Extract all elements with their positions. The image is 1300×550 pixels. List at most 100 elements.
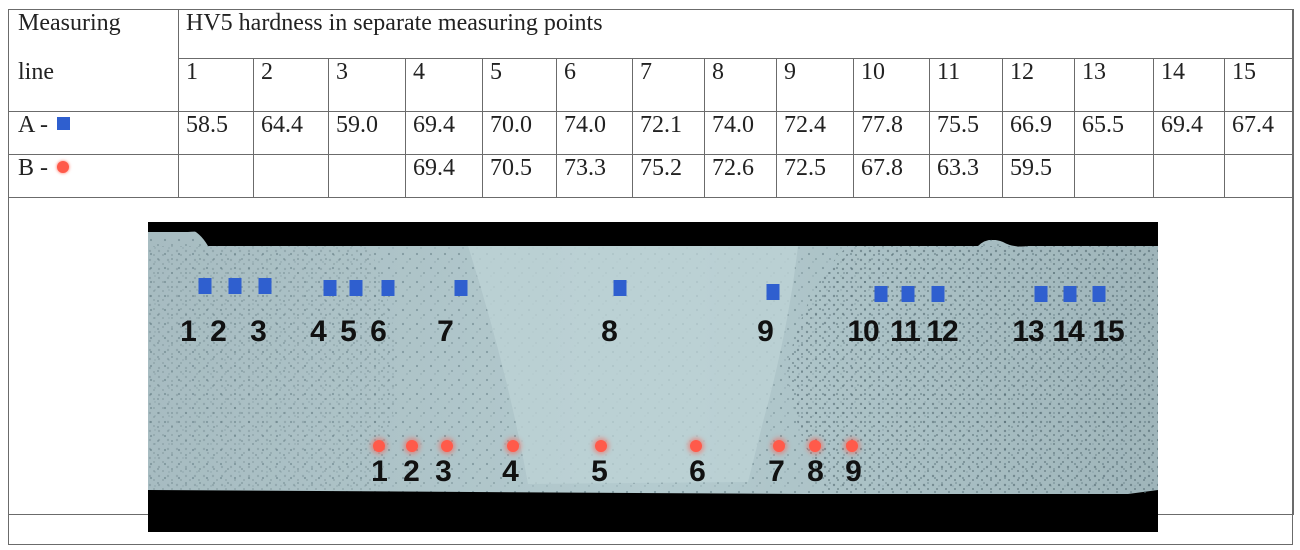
- hardness-value: 72.6: [704, 154, 777, 198]
- point-number: 14: [1153, 58, 1225, 112]
- line-a-point-label: 3: [250, 315, 267, 348]
- point-number: 13: [1074, 58, 1154, 112]
- line-b-point-label: 7: [768, 455, 785, 488]
- line-b-marker: [809, 440, 821, 452]
- point-number: 8: [704, 58, 777, 112]
- line-a-point-label: 6: [370, 315, 387, 348]
- hardness-value: [1074, 154, 1154, 198]
- hardness-value: [178, 154, 254, 198]
- blue-square-icon: [57, 117, 70, 130]
- micrograph-image: [148, 222, 1158, 532]
- line-b-marker: [507, 440, 519, 452]
- line-a-marker: [349, 280, 363, 296]
- line-b-marker: [690, 440, 702, 452]
- point-number: 7: [632, 58, 705, 112]
- hardness-value: 66.9: [1002, 111, 1075, 155]
- line-a-marker: [766, 284, 780, 300]
- table-header-title: HV5 hardness in separate measuring point…: [178, 9, 1294, 59]
- hardness-value: 69.4: [405, 111, 483, 155]
- hardness-value: 77.8: [853, 111, 930, 155]
- point-number: 11: [929, 58, 1003, 112]
- table-row-b: B - 69.4 70.5 73.3 75.2 72.6 72.5 67.8 6…: [8, 154, 1294, 198]
- line-a-marker: [901, 286, 915, 302]
- row-label-b: B -: [8, 154, 179, 198]
- hardness-value: 59.5: [1002, 154, 1075, 198]
- row-label-a: A -: [8, 111, 179, 155]
- line-a-point-label: 8: [601, 315, 618, 348]
- line-a-marker: [1092, 286, 1106, 302]
- point-number: 3: [328, 58, 406, 112]
- hardness-value: [1153, 154, 1225, 198]
- corner-label-bottom: line: [8, 58, 179, 112]
- hardness-value: 67.8: [853, 154, 930, 198]
- line-a-point-label: 15: [1092, 315, 1124, 348]
- hardness-value: 70.0: [482, 111, 557, 155]
- hardness-value: 75.5: [929, 111, 1003, 155]
- hardness-value: 65.5: [1074, 111, 1154, 155]
- hardness-value: 63.3: [929, 154, 1003, 198]
- line-b-marker: [773, 440, 785, 452]
- point-number: 9: [776, 58, 854, 112]
- line-a-point-label: 2: [210, 315, 227, 348]
- line-b-point-label: 8: [807, 455, 824, 488]
- point-number: 2: [253, 58, 329, 112]
- point-number: 4: [405, 58, 483, 112]
- line-a-marker: [454, 280, 468, 296]
- line-a-marker: [258, 278, 272, 294]
- hardness-value: 74.0: [704, 111, 777, 155]
- line-a-marker: [198, 278, 212, 294]
- line-b-marker: [846, 440, 858, 452]
- line-a-point-label: 10: [847, 315, 879, 348]
- corner-label-top: Measuring: [8, 9, 179, 59]
- line-a-marker: [1063, 286, 1077, 302]
- line-b-point-label: 3: [435, 455, 452, 488]
- line-a-point-label: 5: [340, 315, 357, 348]
- line-b-point-label: 1: [371, 455, 388, 488]
- line-b-point-label: 5: [591, 455, 608, 488]
- line-a-point-label: 1: [180, 315, 197, 348]
- hardness-value: 70.5: [482, 154, 557, 198]
- hardness-value: [328, 154, 406, 198]
- line-a-point-label: 14: [1052, 315, 1084, 348]
- hardness-value: 69.4: [1153, 111, 1225, 155]
- hardness-value: 58.5: [178, 111, 254, 155]
- point-number: 5: [482, 58, 557, 112]
- line-a-point-label: 11: [890, 315, 921, 348]
- weld-micrograph: 1 2 3 4 5 6 7 8 9 10 11 12 13 14 15 1 2 3 4 5 6 7 8 9: [148, 222, 1158, 532]
- line-b-marker: [373, 440, 385, 452]
- hardness-value: 74.0: [556, 111, 633, 155]
- line-a-marker: [228, 278, 242, 294]
- table-header-row: Measuring HV5 hardness in separate measu…: [8, 9, 1294, 59]
- line-a-marker: [931, 286, 945, 302]
- line-b-point-label: 4: [502, 455, 519, 488]
- line-b-point-label: 9: [845, 455, 862, 488]
- line-a-point-label: 13: [1012, 315, 1044, 348]
- line-a-point-label: 12: [926, 315, 958, 348]
- point-number: 15: [1224, 58, 1294, 112]
- hardness-value: 59.0: [328, 111, 406, 155]
- hardness-value: [1224, 154, 1294, 198]
- row-label-b-text: B -: [18, 155, 48, 182]
- line-b-point-label: 2: [403, 455, 420, 488]
- point-number: 10: [853, 58, 930, 112]
- hardness-value: 72.1: [632, 111, 705, 155]
- hardness-value: 72.4: [776, 111, 854, 155]
- hardness-value: 75.2: [632, 154, 705, 198]
- point-number: 1: [178, 58, 254, 112]
- hardness-value: [253, 154, 329, 198]
- line-a-marker: [323, 280, 337, 296]
- red-dot-icon: [57, 161, 69, 173]
- line-b-marker: [595, 440, 607, 452]
- line-b-marker: [441, 440, 453, 452]
- point-number: 12: [1002, 58, 1075, 112]
- table-row-a: A - 58.5 64.4 59.0 69.4 70.0 74.0 72.1 7…: [8, 111, 1294, 155]
- hardness-value: 67.4: [1224, 111, 1294, 155]
- point-number: 6: [556, 58, 633, 112]
- line-a-point-label: 7: [437, 315, 454, 348]
- line-a-marker: [1034, 286, 1048, 302]
- row-label-a-text: A -: [18, 112, 48, 139]
- line-b-marker: [406, 440, 418, 452]
- line-a-marker: [381, 280, 395, 296]
- line-a-marker: [874, 286, 888, 302]
- hardness-value: 64.4: [253, 111, 329, 155]
